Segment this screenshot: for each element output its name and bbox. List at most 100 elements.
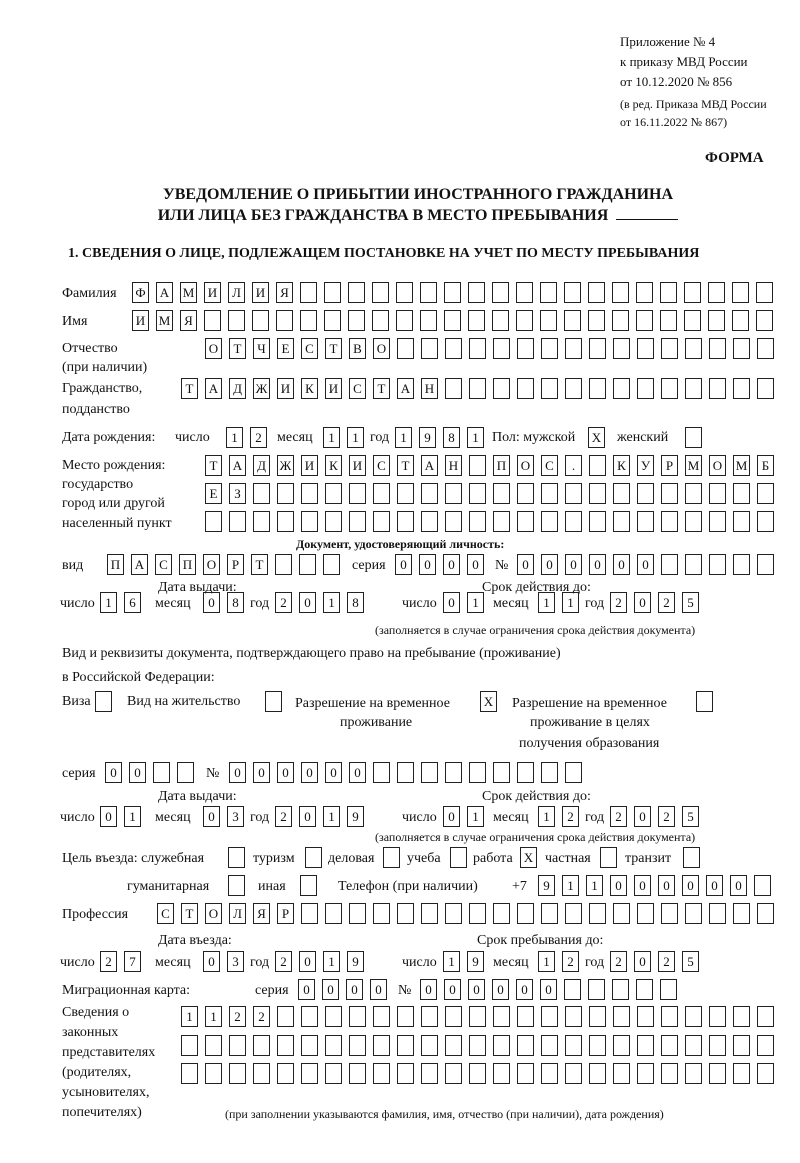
char-cell[interactable]: С bbox=[541, 455, 558, 476]
char-cell[interactable] bbox=[469, 1006, 486, 1027]
char-cell[interactable] bbox=[541, 483, 558, 504]
char-cell[interactable]: 1 bbox=[538, 951, 555, 972]
char-cell[interactable]: 8 bbox=[443, 427, 460, 448]
char-cell[interactable] bbox=[493, 1063, 510, 1084]
char-cell[interactable] bbox=[684, 310, 701, 331]
char-cell[interactable] bbox=[709, 1006, 726, 1027]
char-cell[interactable]: 0 bbox=[395, 554, 412, 575]
char-cell[interactable]: М bbox=[685, 455, 702, 476]
char-cell[interactable]: О bbox=[205, 338, 222, 359]
char-cell[interactable]: 1 bbox=[562, 875, 579, 896]
char-cell[interactable] bbox=[373, 1006, 390, 1027]
char-cell[interactable]: И bbox=[252, 282, 269, 303]
char-cell[interactable] bbox=[708, 282, 725, 303]
char-cell[interactable]: С bbox=[155, 554, 172, 575]
char-cell[interactable] bbox=[372, 282, 389, 303]
char-cell[interactable]: Б bbox=[757, 455, 774, 476]
char-cell[interactable]: С bbox=[349, 378, 366, 399]
char-cell[interactable] bbox=[733, 511, 750, 532]
char-cell[interactable] bbox=[709, 378, 726, 399]
char-cell[interactable] bbox=[493, 762, 510, 783]
char-cell[interactable] bbox=[493, 483, 510, 504]
char-cell[interactable] bbox=[636, 310, 653, 331]
char-cell[interactable] bbox=[637, 378, 654, 399]
char-cell[interactable] bbox=[372, 310, 389, 331]
char-cell[interactable]: 0 bbox=[203, 951, 220, 972]
char-cell[interactable] bbox=[613, 483, 630, 504]
char-cell[interactable] bbox=[397, 338, 414, 359]
char-cell[interactable]: П bbox=[179, 554, 196, 575]
char-cell[interactable] bbox=[709, 511, 726, 532]
checkbox-cell[interactable] bbox=[383, 847, 400, 868]
char-cell[interactable]: 0 bbox=[682, 875, 699, 896]
char-cell[interactable]: 0 bbox=[730, 875, 747, 896]
char-cell[interactable] bbox=[349, 483, 366, 504]
char-cell[interactable] bbox=[565, 338, 582, 359]
char-cell[interactable]: 5 bbox=[682, 592, 699, 613]
checkbox-cell[interactable] bbox=[228, 847, 245, 868]
char-cell[interactable] bbox=[660, 310, 677, 331]
char-cell[interactable] bbox=[397, 903, 414, 924]
char-cell[interactable] bbox=[733, 1006, 750, 1027]
char-cell[interactable]: 0 bbox=[589, 554, 606, 575]
char-cell[interactable]: Я bbox=[180, 310, 197, 331]
char-cell[interactable]: А bbox=[229, 455, 246, 476]
char-cell[interactable] bbox=[469, 511, 486, 532]
char-cell[interactable]: А bbox=[156, 282, 173, 303]
char-cell[interactable] bbox=[468, 310, 485, 331]
char-cell[interactable]: 0 bbox=[634, 951, 651, 972]
char-cell[interactable] bbox=[637, 903, 654, 924]
char-cell[interactable]: О bbox=[203, 554, 220, 575]
char-cell[interactable] bbox=[205, 511, 222, 532]
char-cell[interactable]: Е bbox=[277, 338, 294, 359]
char-cell[interactable]: Ф bbox=[132, 282, 149, 303]
char-cell[interactable]: И bbox=[277, 378, 294, 399]
char-cell[interactable]: 0 bbox=[253, 762, 270, 783]
char-cell[interactable] bbox=[757, 903, 774, 924]
char-cell[interactable] bbox=[541, 1063, 558, 1084]
char-cell[interactable]: 1 bbox=[347, 427, 364, 448]
char-cell[interactable] bbox=[541, 903, 558, 924]
char-cell[interactable] bbox=[661, 511, 678, 532]
char-cell[interactable] bbox=[540, 310, 557, 331]
char-cell[interactable] bbox=[733, 483, 750, 504]
char-cell[interactable]: 8 bbox=[347, 592, 364, 613]
char-cell[interactable] bbox=[685, 1035, 702, 1056]
char-cell[interactable]: 0 bbox=[370, 979, 387, 1000]
char-cell[interactable] bbox=[732, 282, 749, 303]
char-cell[interactable]: 2 bbox=[229, 1006, 246, 1027]
char-cell[interactable]: 0 bbox=[299, 592, 316, 613]
char-cell[interactable] bbox=[685, 483, 702, 504]
char-cell[interactable] bbox=[565, 483, 582, 504]
char-cell[interactable]: 0 bbox=[565, 554, 582, 575]
char-cell[interactable] bbox=[445, 762, 462, 783]
char-cell[interactable] bbox=[469, 1063, 486, 1084]
char-cell[interactable]: 2 bbox=[275, 806, 292, 827]
char-cell[interactable]: О bbox=[517, 455, 534, 476]
char-cell[interactable] bbox=[229, 1063, 246, 1084]
char-cell[interactable] bbox=[589, 483, 606, 504]
char-cell[interactable] bbox=[637, 1063, 654, 1084]
char-cell[interactable]: 3 bbox=[227, 951, 244, 972]
char-cell[interactable] bbox=[516, 310, 533, 331]
char-cell[interactable] bbox=[445, 378, 462, 399]
char-cell[interactable]: 0 bbox=[299, 951, 316, 972]
char-cell[interactable]: К bbox=[613, 455, 630, 476]
char-cell[interactable] bbox=[373, 1063, 390, 1084]
char-cell[interactable]: Д bbox=[229, 378, 246, 399]
char-cell[interactable] bbox=[177, 762, 194, 783]
char-cell[interactable] bbox=[444, 310, 461, 331]
char-cell[interactable]: 7 bbox=[124, 951, 141, 972]
char-cell[interactable]: И bbox=[132, 310, 149, 331]
char-cell[interactable] bbox=[637, 1035, 654, 1056]
char-cell[interactable]: Л bbox=[229, 903, 246, 924]
char-cell[interactable] bbox=[325, 1035, 342, 1056]
char-cell[interactable]: А bbox=[131, 554, 148, 575]
char-cell[interactable] bbox=[468, 282, 485, 303]
char-cell[interactable]: 8 bbox=[227, 592, 244, 613]
char-cell[interactable]: Е bbox=[205, 483, 222, 504]
char-cell[interactable]: 0 bbox=[419, 554, 436, 575]
char-cell[interactable]: Т bbox=[205, 455, 222, 476]
char-cell[interactable] bbox=[709, 1063, 726, 1084]
char-cell[interactable]: 0 bbox=[467, 554, 484, 575]
